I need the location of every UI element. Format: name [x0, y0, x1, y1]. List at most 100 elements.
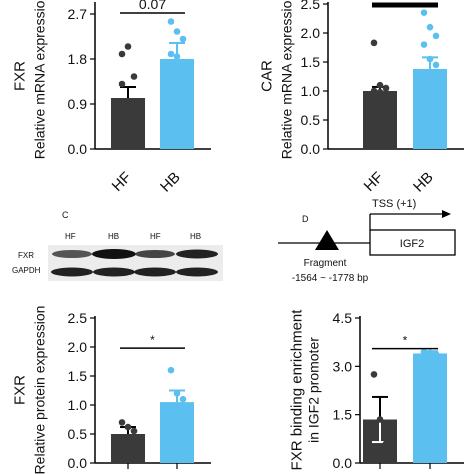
data-point: [130, 73, 138, 80]
data-point: [382, 440, 390, 447]
data-point: [179, 35, 187, 43]
data-point: [376, 93, 384, 101]
bar-1: [363, 91, 397, 149]
blot-lane-label-3: HF: [150, 232, 161, 241]
data-point: [130, 446, 138, 454]
blot-band-fxr-3: [135, 250, 175, 258]
data-point: [370, 39, 378, 47]
data-point: [432, 350, 440, 358]
y-axis-title: FXR: [11, 375, 28, 405]
data-point: [173, 53, 181, 60]
data-point: [420, 76, 428, 83]
y-axis-title: CAR: [258, 60, 275, 92]
data-point: [382, 84, 390, 92]
tss-label: TSS (+1): [372, 198, 416, 210]
y-axis-subtitle: in IGF2 promoter: [305, 337, 321, 443]
panel-d-promoter-diagram: D TSS (+1) IGF2 Fragment -1564 ~ -1778 b…: [278, 198, 456, 284]
panel-a-fxr-mrna: FXR Relative mRNA expression 0.0 0.9 1.8 2.7 H…: [11, 0, 211, 196]
y-tick-label: 1.8: [68, 51, 88, 67]
data-point: [370, 90, 378, 98]
igf2-gene-label: IGF2: [400, 238, 424, 250]
data-point: [124, 439, 132, 447]
data-point: [124, 43, 132, 50]
panel-c-western-blot: C HF HB HF HB FXR GAPDH: [12, 210, 223, 281]
data-point: [173, 80, 181, 88]
blot-band-gapdh-3: [134, 267, 176, 277]
data-point: [426, 81, 434, 89]
y-tick-label: 3.0: [333, 358, 353, 374]
blot-row-label-fxr: FXR: [18, 251, 34, 260]
y-tick-label: 0.5: [301, 112, 321, 128]
blot-band-fxr-1: [52, 250, 92, 258]
data-point: [420, 348, 428, 356]
blot-lane-label-2: HB: [108, 232, 119, 241]
blot-row-label-gapdh: GAPDH: [12, 266, 41, 275]
y-tick-label: 1.0: [68, 397, 88, 413]
igf2-gene-box: [369, 229, 456, 256]
x-tick-label: HF: [109, 169, 135, 195]
data-point: [179, 395, 187, 403]
blot-band-fxr-4: [176, 249, 218, 259]
data-point: [118, 80, 126, 88]
y-tick-label: 0.0: [301, 141, 321, 157]
x-tick-label: HB: [157, 169, 184, 196]
panel-d-letter: D: [302, 214, 309, 224]
data-point: [179, 70, 187, 78]
panel-c-letter: C: [62, 210, 69, 220]
data-point: [167, 424, 175, 432]
data-point: [124, 423, 132, 431]
data-point: [173, 28, 181, 35]
data-point: [173, 410, 181, 418]
data-point: [167, 404, 175, 412]
y-tick-label: 1.5: [68, 368, 88, 384]
y-tick-label: 2.0: [301, 25, 321, 41]
blot-band-gapdh-1: [51, 267, 93, 277]
y-axis-title: FXR: [11, 61, 28, 91]
y-tick-label: 0.0: [68, 141, 88, 157]
data-point: [173, 390, 181, 397]
blot-band-gapdh-4: [176, 267, 218, 277]
fragment-range-label: -1564 ~ -1778 bp: [292, 273, 369, 284]
data-point: [167, 50, 175, 58]
y-tick-label: 0.0: [333, 455, 353, 471]
x-tick-label: HB: [410, 169, 437, 196]
y-tick-label: 0.9: [68, 96, 88, 112]
data-point: [382, 89, 390, 97]
data-point: [118, 435, 126, 442]
y-axis-subtitle: Relative mRNA expression: [278, 0, 294, 159]
bar-2: [413, 353, 447, 463]
y-tick-label: 2.5: [301, 0, 321, 12]
panel-f-chip-enrichment: FXR binding enrichment in IGF2 promoter 0.…: [288, 309, 464, 471]
data-point: [167, 75, 175, 83]
data-point: [124, 118, 132, 125]
blot-band-gapdh-2: [93, 267, 135, 277]
y-axis-subtitle: Relative protein expression: [31, 306, 47, 474]
y-axis-subtitle: Relative mRNA expression: [31, 0, 47, 159]
significance-label: *: [150, 333, 155, 347]
panel-b-car-mrna: CAR Relative mRNA expression 0.0 0.5 1.0 1.5 2…: [258, 0, 464, 196]
bar-2: [160, 59, 194, 149]
x-tick-label: HF: [361, 169, 387, 195]
data-point: [376, 88, 384, 96]
data-point: [179, 419, 187, 426]
data-point: [376, 81, 384, 89]
data-point: [426, 23, 434, 31]
blot-band-fxr-2: [92, 249, 136, 259]
fragment-label: Fragment: [304, 258, 347, 269]
data-point: [118, 448, 126, 455]
data-point: [118, 108, 126, 115]
data-point: [376, 416, 384, 423]
data-point: [124, 98, 132, 105]
data-point: [426, 55, 434, 63]
bar-1: [111, 434, 145, 463]
blot-lane-label-4: HB: [190, 232, 201, 241]
tss-arrow-head: [442, 210, 451, 218]
y-tick-label: 4.5: [333, 310, 353, 326]
y-tick-label: 0.0: [68, 455, 88, 471]
data-point: [432, 61, 440, 69]
y-tick-label: 1.0: [301, 83, 321, 99]
y-tick-label: 2.7: [68, 6, 88, 22]
significance-label: *: [403, 334, 408, 348]
y-tick-label: 0.5: [68, 426, 88, 442]
data-point: [118, 50, 126, 58]
